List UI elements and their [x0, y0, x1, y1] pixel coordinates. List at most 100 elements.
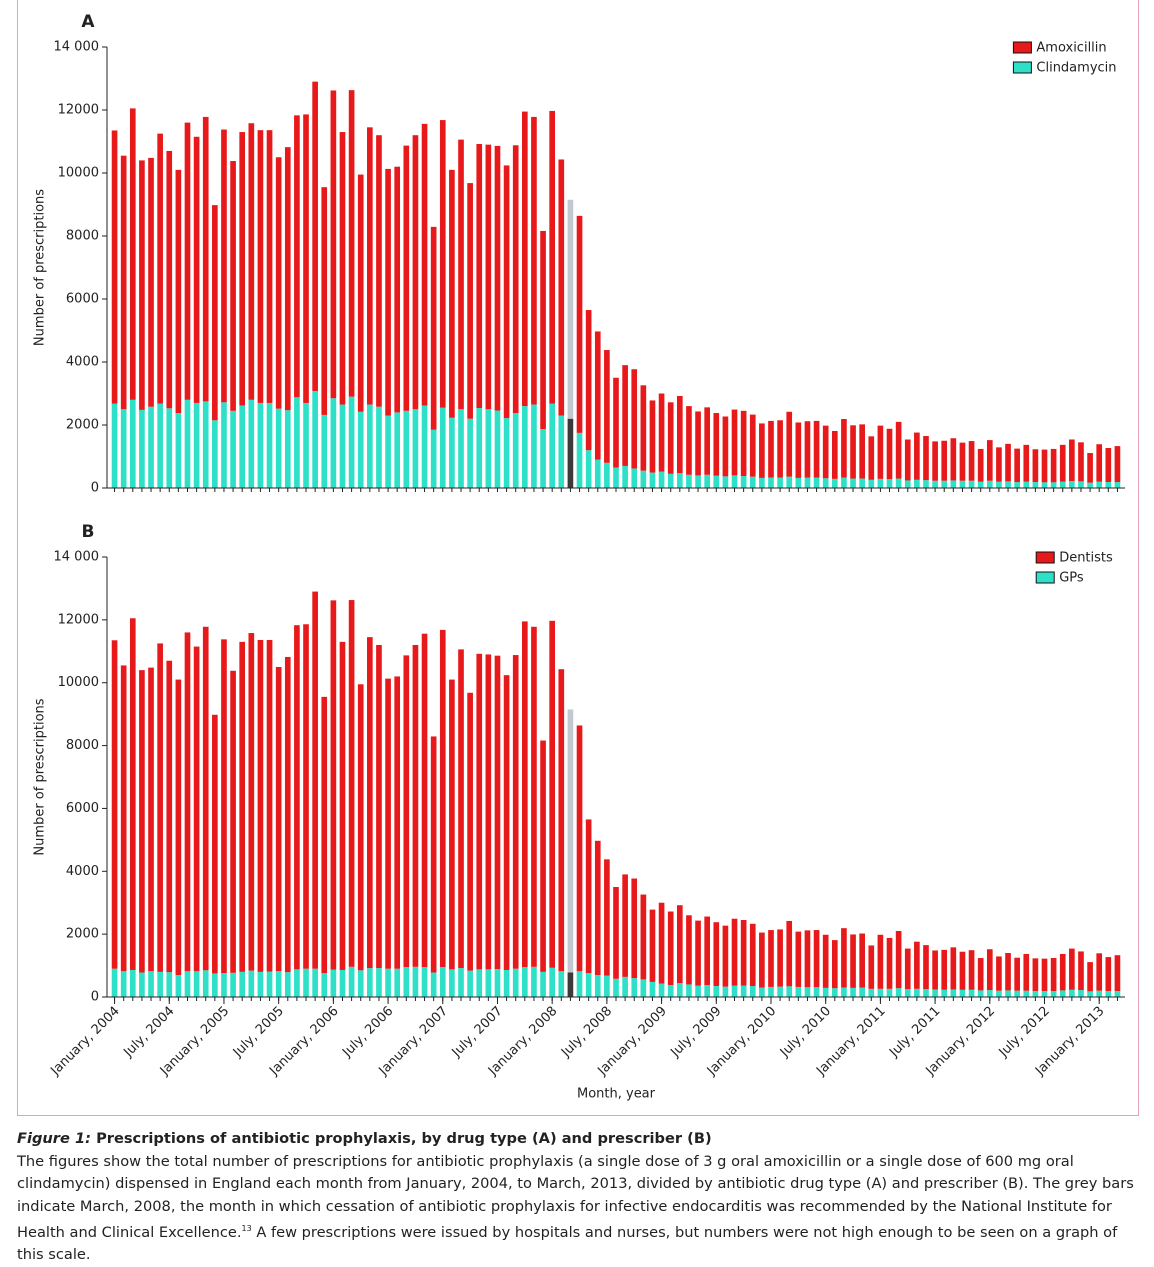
bar-segment	[822, 478, 829, 488]
bar-segment	[686, 984, 692, 997]
bar-segment	[166, 408, 173, 488]
bar-segment	[631, 878, 638, 979]
bar-segment	[914, 432, 920, 480]
y-tick-label: 12000	[58, 612, 99, 627]
bar-segment	[531, 966, 537, 997]
bar-segment	[786, 986, 793, 997]
bar-segment	[111, 130, 118, 404]
bar-segment	[923, 945, 929, 990]
bar-segment	[704, 985, 710, 997]
bar-segment	[129, 618, 136, 970]
bar-segment	[522, 967, 528, 997]
bar-segment	[193, 402, 200, 488]
figure-frame	[17, 0, 1139, 1116]
bar-segment	[157, 133, 163, 404]
bar-segment	[585, 973, 592, 997]
bar-segment	[522, 406, 528, 488]
bar-segment	[421, 123, 428, 406]
caption-text: The figures show the total number of pre…	[17, 1152, 1134, 1241]
bar-segment	[1014, 448, 1020, 483]
bar-segment	[749, 986, 756, 997]
bar-segment	[458, 968, 464, 997]
bar-segment	[257, 639, 264, 972]
bar-segment	[759, 423, 765, 478]
bar-segment	[348, 600, 355, 967]
bar-segment	[740, 476, 747, 488]
bar-segment	[895, 421, 902, 479]
bar-segment	[667, 911, 674, 986]
bar-segment	[558, 669, 565, 972]
bar-segment	[813, 420, 820, 478]
bar-segment	[1014, 482, 1020, 488]
bar-segment	[1114, 482, 1121, 488]
bar-segment	[549, 403, 556, 488]
bar-segment	[1014, 990, 1020, 997]
bar-segment	[859, 987, 865, 997]
bar-segment	[376, 406, 382, 488]
bar-segment	[175, 679, 182, 975]
bar-segment	[950, 480, 957, 488]
bar-segment	[877, 934, 884, 989]
y-tick-label: 10000	[58, 166, 99, 181]
bar-segment	[576, 432, 583, 488]
bar-segment	[522, 111, 528, 407]
bar-segment	[713, 413, 720, 476]
bar-segment	[977, 990, 984, 997]
bar-segment	[831, 430, 838, 479]
bar-segment	[986, 949, 993, 991]
bar-segment	[1005, 481, 1011, 488]
bar-segment	[367, 404, 373, 488]
bar-segment	[722, 416, 729, 477]
bar-segment	[120, 665, 127, 972]
bar-segment	[1050, 482, 1057, 488]
y-axis-label: Number of prescriptions	[33, 698, 48, 855]
bar-segment	[1069, 439, 1075, 482]
legend-swatch	[1012, 61, 1032, 74]
bar-segment	[932, 950, 938, 990]
bar-segment	[403, 410, 410, 488]
bar-segment	[312, 591, 318, 969]
bar-segment	[485, 409, 492, 488]
bar-segment	[822, 987, 829, 997]
bar-segment	[148, 406, 154, 488]
bar-segment	[230, 670, 236, 973]
bar-segment	[184, 971, 191, 997]
bar-segment	[877, 425, 884, 479]
bar-segment	[348, 90, 355, 397]
bar-segment	[284, 656, 291, 973]
y-tick-label: 0	[91, 481, 99, 496]
bar-segment	[549, 620, 556, 968]
caption: Figure 1: Prescriptions of antibiotic pr…	[17, 1128, 1142, 1267]
bar-segment	[786, 476, 793, 488]
bar-segment	[494, 969, 501, 997]
bar-segment	[421, 405, 428, 488]
bar-segment	[932, 480, 938, 488]
bar-segment	[376, 968, 382, 997]
bar-segment	[1096, 953, 1103, 991]
bar-segment	[795, 986, 802, 997]
bar-segment	[877, 988, 884, 997]
bar-segment	[649, 981, 656, 997]
bar-segment	[576, 725, 583, 972]
bar-segment	[385, 415, 391, 488]
bar-segment	[1105, 482, 1112, 488]
bar-segment	[385, 968, 391, 997]
bar-segment	[1096, 990, 1103, 997]
bar-segment	[248, 399, 255, 488]
bar-segment	[485, 144, 492, 410]
bar-segment	[676, 396, 683, 474]
bar-segment	[257, 971, 264, 997]
bar-segment	[403, 967, 410, 997]
bar-segment	[850, 934, 856, 988]
bar-segment	[558, 415, 565, 488]
x-tick-label: July, 2011	[886, 1004, 943, 1061]
bar-segment	[594, 459, 601, 488]
bar-segment	[567, 709, 574, 973]
bar-segment	[749, 923, 756, 986]
bar-segment	[722, 476, 729, 488]
bar-segment	[212, 973, 218, 997]
bar-segment	[695, 920, 701, 986]
bar-segment	[722, 986, 729, 997]
bar-segment	[722, 925, 729, 987]
bar-segment	[120, 971, 127, 997]
